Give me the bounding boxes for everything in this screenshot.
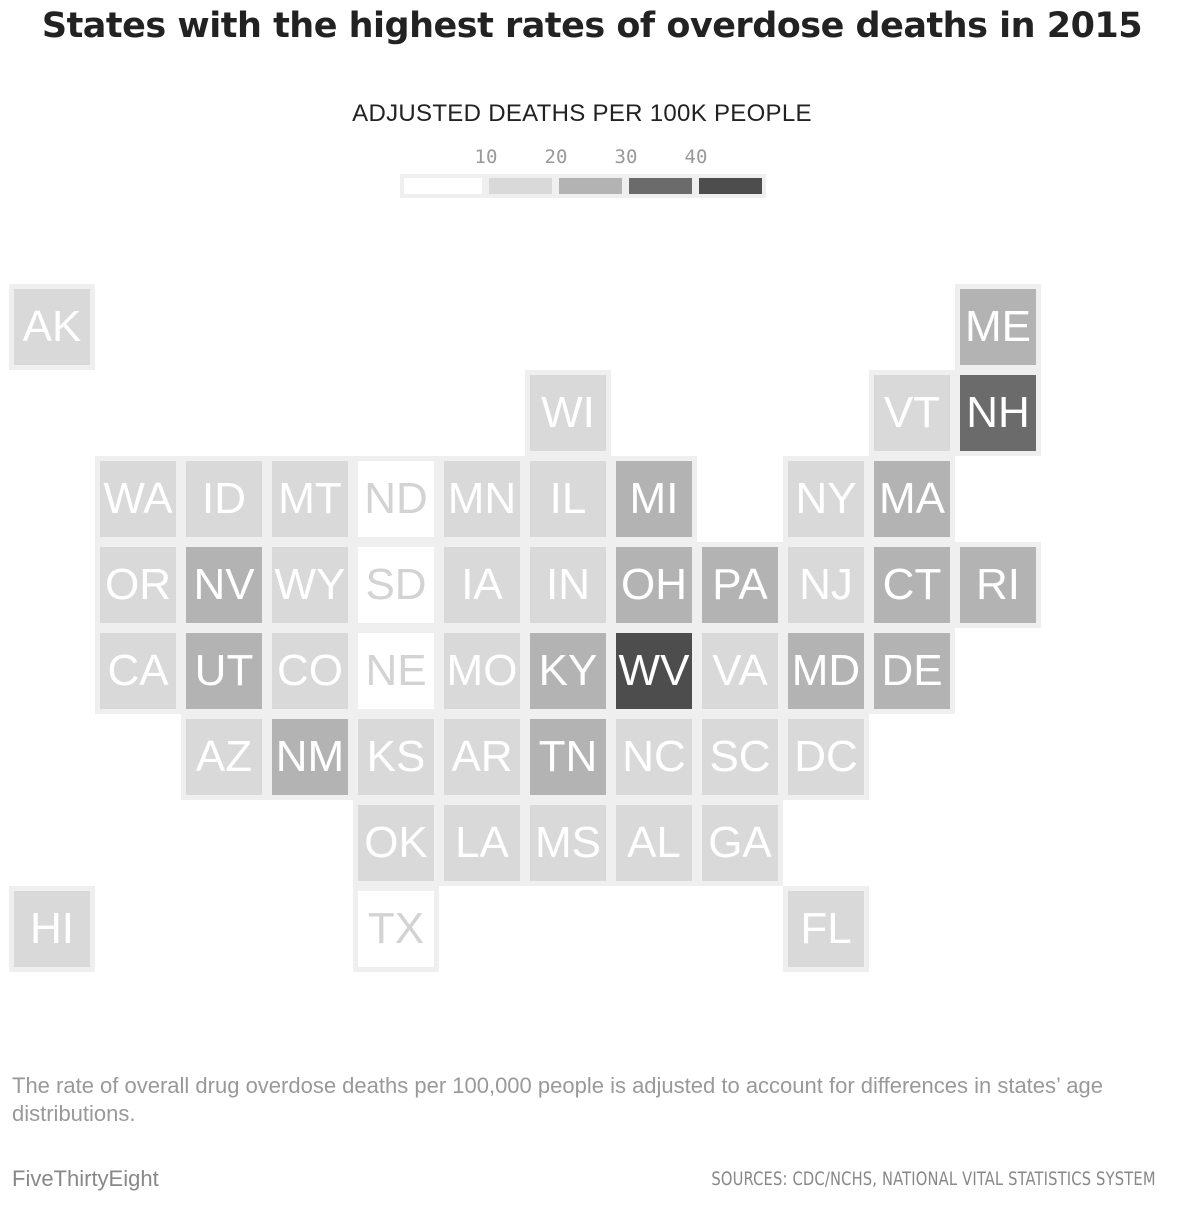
state-tile-hi: HI xyxy=(9,886,95,972)
state-tile-ri: RI xyxy=(955,542,1041,628)
state-tile-ga: GA xyxy=(697,800,783,886)
state-tile-me: ME xyxy=(955,284,1041,370)
state-tile-nm: NM xyxy=(267,714,353,800)
state-tile-dc: DC xyxy=(783,714,869,800)
legend-tick-label: 10 xyxy=(474,146,498,168)
state-tile-la: LA xyxy=(439,800,525,886)
footnote: The rate of overall drug overdose deaths… xyxy=(12,1073,1103,1126)
legend-swatch xyxy=(489,178,552,194)
legend-tick-label: 40 xyxy=(684,146,708,168)
legend-swatch xyxy=(559,178,622,194)
state-tile-nc: NC xyxy=(611,714,697,800)
state-tile-nj: NJ xyxy=(783,542,869,628)
state-tile-il: IL xyxy=(525,456,611,542)
state-tile-mt: MT xyxy=(267,456,353,542)
legend-swatch xyxy=(404,178,482,194)
state-tile-sc: SC xyxy=(697,714,783,800)
state-tile-wa: WA xyxy=(95,456,181,542)
chart-title: States with the highest rates of overdos… xyxy=(41,6,1143,46)
state-tile-ia: IA xyxy=(439,542,525,628)
state-tile-fl: FL xyxy=(783,886,869,972)
state-tile-in: IN xyxy=(525,542,611,628)
legend-tick-label: 30 xyxy=(614,146,638,168)
legend-tick-label: 20 xyxy=(544,146,568,168)
legend-swatch xyxy=(699,178,762,194)
state-tile-nh: NH xyxy=(955,370,1041,456)
legend-title: ADJUSTED DEATHS PER 100K PEOPLE xyxy=(352,100,812,127)
state-tile-az: AZ xyxy=(181,714,267,800)
state-tile-ky: KY xyxy=(525,628,611,714)
state-tile-ok: OK xyxy=(353,800,439,886)
state-tile-ms: MS xyxy=(525,800,611,886)
state-tile-vt: VT xyxy=(869,370,955,456)
state-tile-or: OR xyxy=(95,542,181,628)
state-tile-ca: CA xyxy=(95,628,181,714)
state-tile-ny: NY xyxy=(783,456,869,542)
state-tile-al: AL xyxy=(611,800,697,886)
state-tile-ct: CT xyxy=(869,542,955,628)
state-tile-ut: UT xyxy=(181,628,267,714)
state-tile-sd: SD xyxy=(353,542,439,628)
state-tile-tn: TN xyxy=(525,714,611,800)
state-tile-ma: MA xyxy=(869,456,955,542)
tile-map: AK ME WI VT NH WA ID MT ND MN IL MI NY MA OR NV WY SD IA IN… xyxy=(9,284,1041,972)
state-tile-co: CO xyxy=(267,628,353,714)
state-tile-pa: PA xyxy=(697,542,783,628)
state-tile-md: MD xyxy=(783,628,869,714)
state-tile-id: ID xyxy=(181,456,267,542)
state-tile-nd: ND xyxy=(353,456,439,542)
state-tile-va: VA xyxy=(697,628,783,714)
state-tile-mi: MI xyxy=(611,456,697,542)
state-tile-wi: WI xyxy=(525,370,611,456)
state-tile-ne: NE xyxy=(353,628,439,714)
state-tile-mo: MO xyxy=(439,628,525,714)
state-tile-mn: MN xyxy=(439,456,525,542)
legend-color-scale xyxy=(400,174,766,198)
state-tile-de: DE xyxy=(869,628,955,714)
brand-credit: FiveThirtyEight xyxy=(12,1166,159,1191)
sources-credit: SOURCES: CDC/NCHS, NATIONAL VITAL STATIS… xyxy=(711,1168,1156,1190)
state-tile-ak: AK xyxy=(9,284,95,370)
legend-swatch xyxy=(629,178,692,194)
state-tile-wy: WY xyxy=(267,542,353,628)
state-tile-ks: KS xyxy=(353,714,439,800)
state-tile-ar: AR xyxy=(439,714,525,800)
state-tile-nv: NV xyxy=(181,542,267,628)
state-tile-tx: TX xyxy=(353,886,439,972)
state-tile-wv: WV xyxy=(611,628,697,714)
state-tile-oh: OH xyxy=(611,542,697,628)
